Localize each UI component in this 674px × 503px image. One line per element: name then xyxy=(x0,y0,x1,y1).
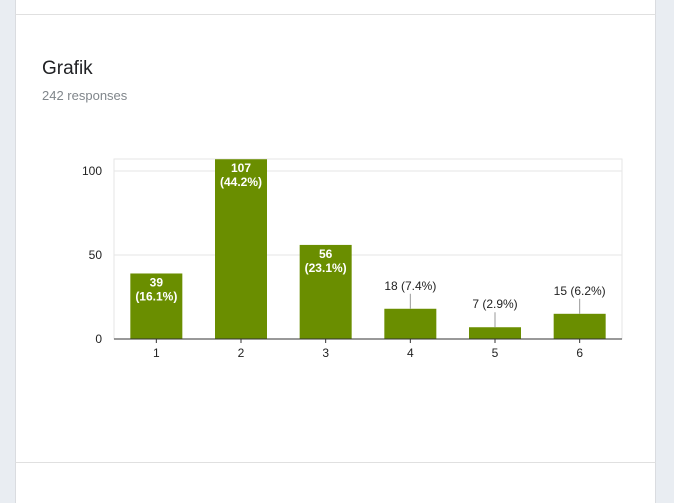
x-tick-label: 5 xyxy=(492,346,499,360)
chart-data-labels: 39(16.1%) 107(44.2%) 56(23.1%) 18 (7.4%) 7 (… xyxy=(135,161,606,328)
bar xyxy=(469,327,521,339)
bar xyxy=(553,313,606,339)
data-label: (16.1%) xyxy=(135,289,177,303)
data-label: 39 xyxy=(150,275,164,289)
data-label: 107 xyxy=(231,161,251,175)
bar xyxy=(299,244,352,339)
data-label: (23.1%) xyxy=(305,261,347,275)
bar xyxy=(384,308,437,339)
question-title: Grafik xyxy=(42,58,93,79)
x-tick-label: 6 xyxy=(576,346,583,360)
x-tick-label: 1 xyxy=(153,346,160,360)
bar xyxy=(130,273,183,339)
plot-area xyxy=(113,158,623,340)
data-label: 7 (2.9%) xyxy=(472,297,517,311)
data-label: 18 (7.4%) xyxy=(384,279,436,293)
x-tick-label: 4 xyxy=(407,346,414,360)
x-tick-label: 2 xyxy=(238,346,245,360)
y-tick-label: 50 xyxy=(89,248,103,262)
question-card xyxy=(15,14,656,463)
data-label: 56 xyxy=(319,247,333,261)
chart-gridlines xyxy=(113,158,623,340)
response-count: 242 responses xyxy=(42,88,128,103)
data-label: (44.2%) xyxy=(220,175,262,189)
data-label: 15 (6.2%) xyxy=(554,284,606,298)
y-tick-label: 100 xyxy=(82,164,102,178)
y-tick-label: 0 xyxy=(95,332,102,346)
x-tick-label: 3 xyxy=(322,346,329,360)
bar xyxy=(215,159,267,339)
chart-bars xyxy=(130,159,606,339)
